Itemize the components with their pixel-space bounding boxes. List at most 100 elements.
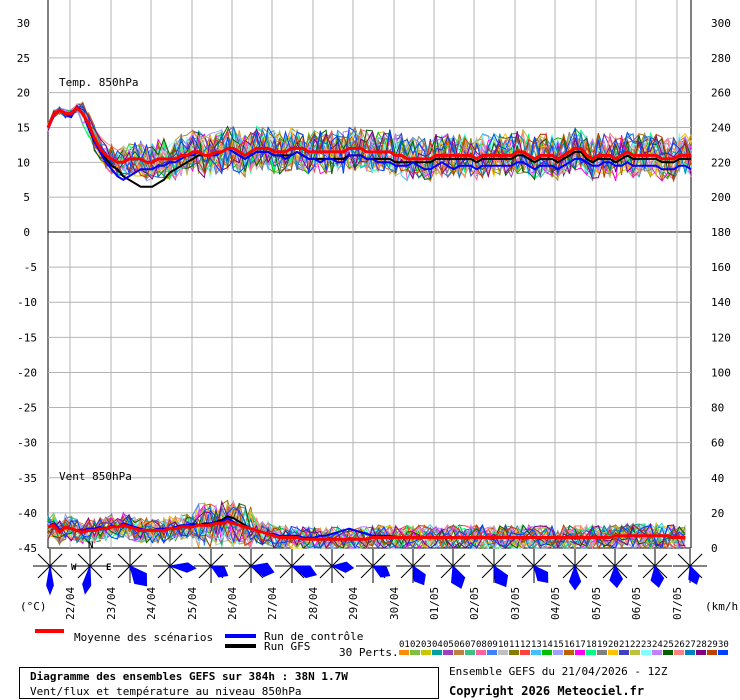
legend-pert-number: 01: [399, 640, 410, 650]
rose-spoke: [198, 565, 212, 579]
legend-pert-number: 25: [663, 640, 674, 650]
legend-pert-swatch: [520, 650, 530, 655]
rose-wedge: [412, 564, 426, 586]
wind-rose: [194, 549, 229, 583]
legend-pert-swatch: [597, 650, 607, 655]
rose-spoke: [117, 553, 131, 567]
legend-pert-swatch: [575, 650, 585, 655]
legend-pert-swatch: [674, 650, 684, 655]
rose-wedge: [451, 564, 466, 589]
legend-pert-swatch: [399, 650, 409, 655]
x-tick-label: 23/04: [105, 587, 118, 620]
rose-spoke: [360, 565, 374, 579]
rose-spoke: [602, 553, 616, 567]
rose-spoke: [677, 565, 691, 579]
y-tick-right: 280: [711, 52, 731, 65]
legend-pert-number: 09: [487, 640, 498, 650]
y-tick-right: 180: [711, 226, 731, 239]
rose-wedge: [82, 565, 92, 595]
rose-wedge: [129, 565, 148, 587]
wind-member-line: [47, 499, 686, 550]
rose-wedge: [330, 561, 355, 573]
footer-box: Diagramme des ensembles GEFS sur 384h : …: [19, 667, 439, 699]
rose-spoke: [614, 553, 628, 567]
rose-spoke: [89, 565, 103, 579]
legend-pert-number: 15: [553, 640, 564, 650]
rose-spoke: [360, 553, 374, 567]
rose-spoke: [250, 553, 264, 567]
rose-spoke: [169, 553, 183, 567]
temp-member-line: [47, 105, 692, 182]
legend-pert-number: 10: [498, 640, 509, 650]
legend-pert-number: 22: [630, 640, 641, 650]
rose-spoke: [77, 565, 91, 579]
wind-member-line: [47, 507, 686, 550]
x-tick-label: 04/05: [549, 587, 562, 620]
rose-spoke: [210, 553, 224, 567]
rose-spoke: [614, 565, 628, 579]
y-tick-right: 240: [711, 122, 731, 135]
legend-pert-swatch: [432, 650, 442, 655]
rose-spoke: [574, 553, 588, 567]
wind-panel-title: Vent 850hPa: [59, 470, 132, 483]
rose-spoke: [157, 553, 171, 567]
legend-pert-number: 03: [421, 640, 432, 650]
legend-pert-swatch: [553, 650, 563, 655]
rose-spoke: [291, 553, 305, 567]
rose-spoke: [533, 553, 547, 567]
y-tick-right: 260: [711, 87, 731, 100]
rose-spoke: [279, 565, 293, 579]
wind-rose: [73, 549, 107, 595]
y-tick-left: 5: [23, 191, 30, 204]
legend-pert-swatch: [410, 650, 420, 655]
legend-pert-swatch: [619, 650, 629, 655]
legend-gfs-label: Run GFS: [264, 640, 310, 653]
rose-spoke: [521, 553, 535, 567]
compass-w: W: [71, 563, 77, 573]
rose-spoke: [89, 553, 103, 567]
y-tick-left: 30: [17, 17, 30, 30]
rose-spoke: [481, 565, 495, 579]
temp-member-line: [47, 107, 692, 182]
rose-spoke: [642, 553, 656, 567]
y-tick-left: -5: [24, 261, 37, 274]
y-tick-left: 0: [23, 226, 30, 239]
y-tick-left: -45: [17, 542, 37, 555]
legend-pert-swatch: [531, 650, 541, 655]
wind-rose: [275, 549, 318, 583]
y-tick-right: 80: [711, 402, 724, 415]
rose-wedge: [168, 562, 197, 573]
rose-spoke: [157, 565, 171, 579]
temp-member-line: [47, 106, 692, 180]
x-tick-label: 05/05: [590, 587, 603, 620]
wind-member-line: [47, 509, 686, 550]
main-runs: [46, 104, 692, 541]
y-tick-left: -20: [17, 366, 37, 379]
legend-pert-number: 30: [718, 640, 729, 650]
legend-pert-number: 27: [685, 640, 696, 650]
rose-wedge: [209, 565, 229, 578]
legend-pert-number: 16: [564, 640, 575, 650]
rose-spoke: [562, 565, 576, 579]
legend-pert-swatch: [586, 650, 596, 655]
legend-pert-swatch: [652, 650, 662, 655]
rose-wedge: [688, 564, 701, 585]
y-tick-right: 120: [711, 331, 731, 344]
y-tick-left: -40: [17, 507, 37, 520]
rose-wedge: [46, 565, 54, 596]
rose-spoke: [331, 565, 345, 579]
rose-spoke: [37, 565, 51, 579]
footer-copyright: Copyright 2026 Meteociel.fr: [449, 684, 645, 698]
wind-rose: [638, 549, 672, 588]
y-tick-left: -15: [17, 331, 37, 344]
rose-spoke: [198, 553, 212, 567]
legend-pert-number: 12: [520, 640, 531, 650]
legend-pert-number: 06: [454, 640, 465, 650]
x-tick-label: 27/04: [266, 587, 279, 620]
wind-mean-line: [47, 520, 686, 541]
y-tick-right: 0: [711, 542, 718, 555]
rose-spoke: [440, 565, 454, 579]
legend-pert-number: 02: [410, 640, 421, 650]
legend-pert-swatch: [487, 650, 497, 655]
